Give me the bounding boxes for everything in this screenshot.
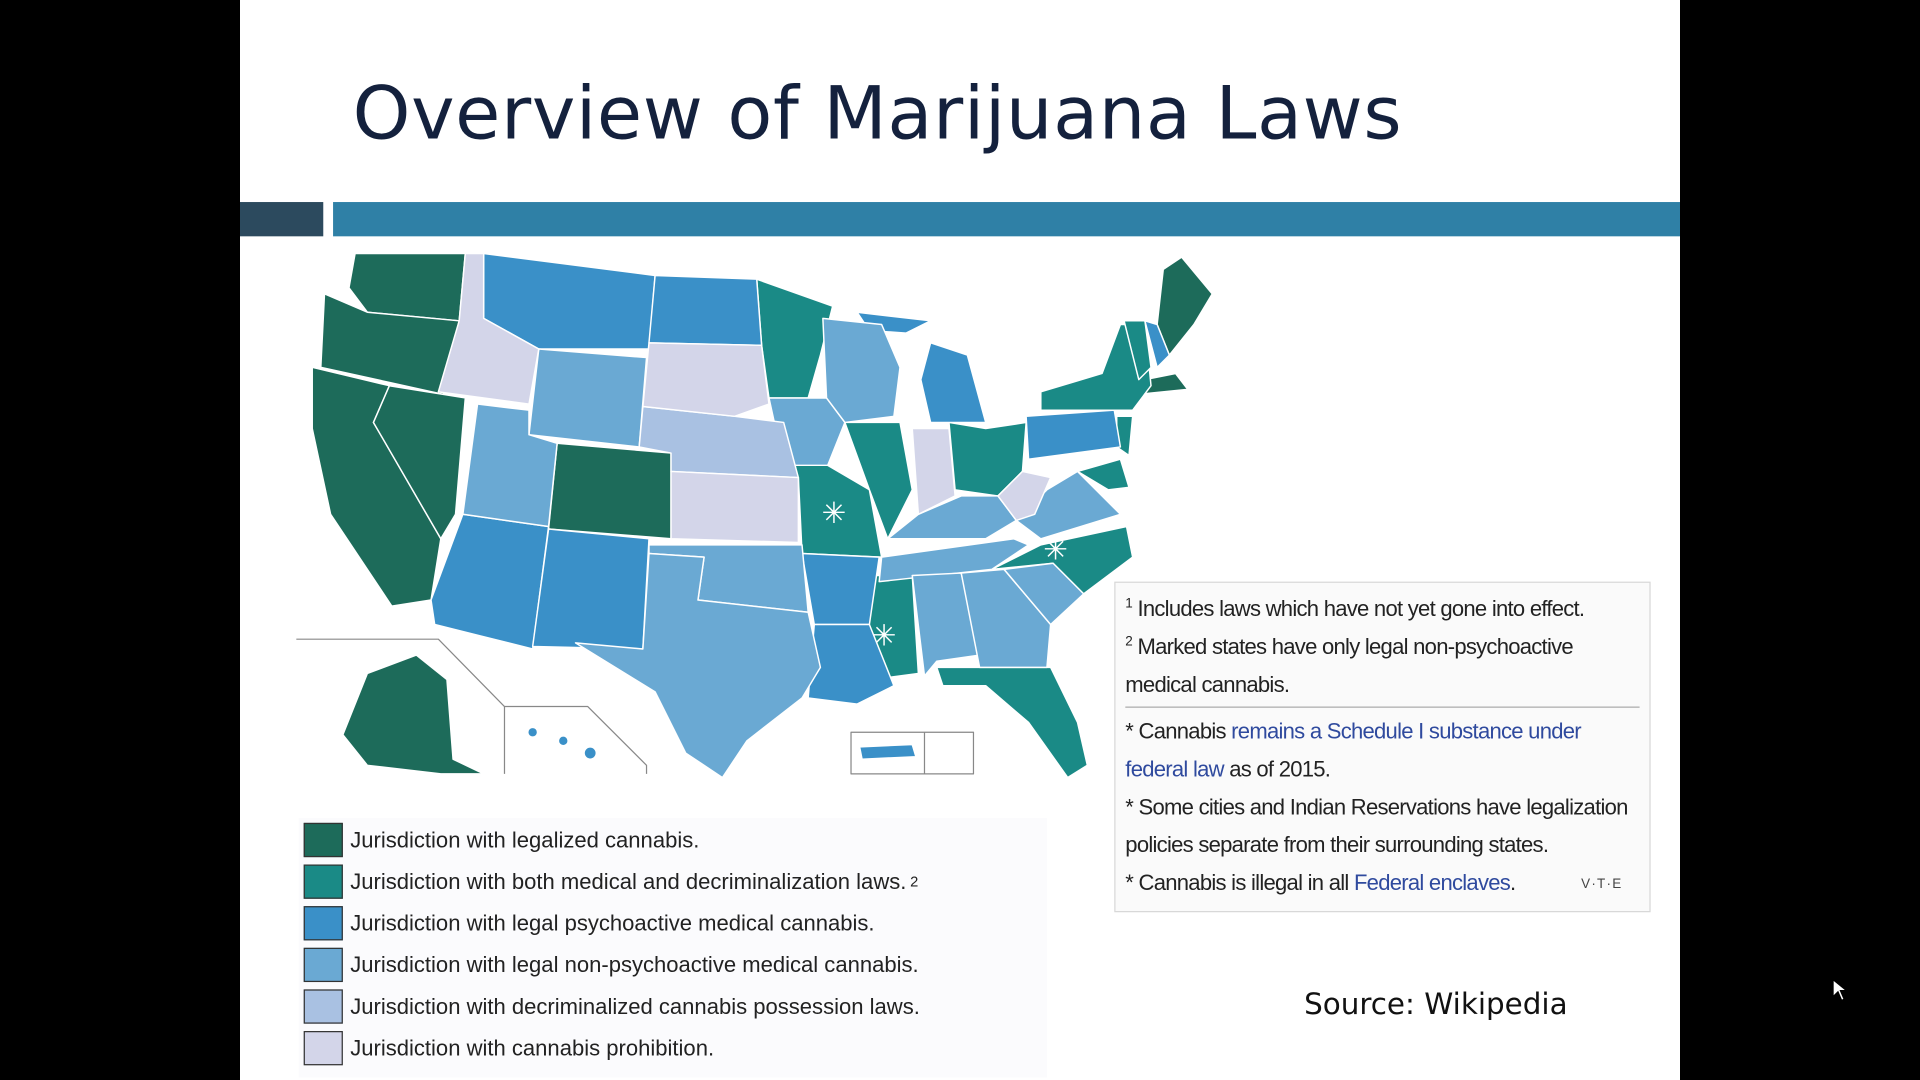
svg-text:✳: ✳ [872, 618, 897, 652]
legend-item: Jurisdiction with legalized cannabis. [303, 822, 700, 859]
footnote-text: Marked states have only legal non-psycho… [1125, 634, 1573, 697]
legend-swatch [303, 906, 343, 941]
divider [1125, 706, 1640, 708]
legend-swatch [303, 1031, 343, 1066]
accent-bar [240, 202, 324, 237]
legend-label: Jurisdiction with legalized cannabis. [350, 827, 700, 852]
note-text: * Cannabis [1125, 718, 1232, 744]
source-note: Source: Wikipedia [1304, 986, 1568, 1022]
svg-text:✳: ✳ [822, 496, 847, 530]
bullet-note: * Some cities and Indian Reservations ha… [1125, 789, 1639, 865]
legend-label: Jurisdiction with legal non-psychoactive… [350, 952, 919, 977]
notes-box: 1 Includes laws which have not yet gone … [1114, 581, 1651, 913]
legend-item: Jurisdiction with cannabis prohibition. [303, 1030, 715, 1067]
note-text: as of 2015. [1223, 756, 1331, 782]
accent-bar [333, 202, 1681, 237]
footnote: 1 Includes laws which have not yet gone … [1125, 590, 1639, 628]
slide-title: Overview of Marijuana Laws [352, 71, 1403, 157]
legend-label: Jurisdiction with cannabis prohibition. [350, 1035, 715, 1060]
note-text: * Some cities and Indian Reservations ha… [1125, 794, 1634, 858]
mouse-cursor [1832, 978, 1849, 1002]
legend-item: Jurisdiction with legal non-psychoactive… [303, 947, 919, 984]
legend-label: Jurisdiction with decriminalized cannabi… [350, 993, 920, 1019]
note-text: . [1510, 870, 1516, 896]
legend: Jurisdiction with legalized cannabis. Jur… [298, 817, 1047, 1078]
legend-label: Jurisdiction with both medical and decri… [350, 868, 907, 894]
legend-label: Jurisdiction with legal psychoactive med… [350, 910, 875, 935]
footnote-marker: 2 [1125, 634, 1133, 649]
bullet-note: * Cannabis remains a Schedule I substanc… [1125, 713, 1639, 789]
legend-swatch [303, 989, 343, 1024]
legend-superscript: 2 [910, 873, 919, 891]
footnote-text: Includes laws which have not yet gone in… [1137, 596, 1585, 621]
svg-text:✳: ✳ [1043, 533, 1068, 567]
footnote: 2 Marked states have only legal non-psyc… [1125, 628, 1639, 704]
legend-swatch [303, 864, 343, 899]
legend-swatch [303, 822, 343, 858]
legend-item: Jurisdiction with legal psychoactive med… [303, 905, 875, 942]
legend-item: Jurisdiction with decriminalized cannabi… [303, 988, 920, 1025]
legend-swatch [303, 947, 343, 983]
bullets: * Cannabis remains a Schedule I substanc… [1125, 713, 1639, 903]
link[interactable]: Federal enclaves [1353, 870, 1511, 896]
link[interactable]: remains a Schedule I substance under fed… [1125, 718, 1587, 782]
bullet-note: * Cannabis is illegal in all Federal enc… [1125, 864, 1639, 902]
vte-links[interactable]: V·T·E [1581, 876, 1623, 892]
us-map: ✳ ✳ ✳ [296, 252, 1213, 778]
note-text: * Cannabis is illegal in all [1125, 870, 1354, 896]
footnotes: 1 Includes laws which have not yet gone … [1125, 590, 1639, 704]
footnote-marker: 1 [1125, 596, 1133, 612]
legend-item: Jurisdiction with both medical and decri… [303, 863, 919, 900]
